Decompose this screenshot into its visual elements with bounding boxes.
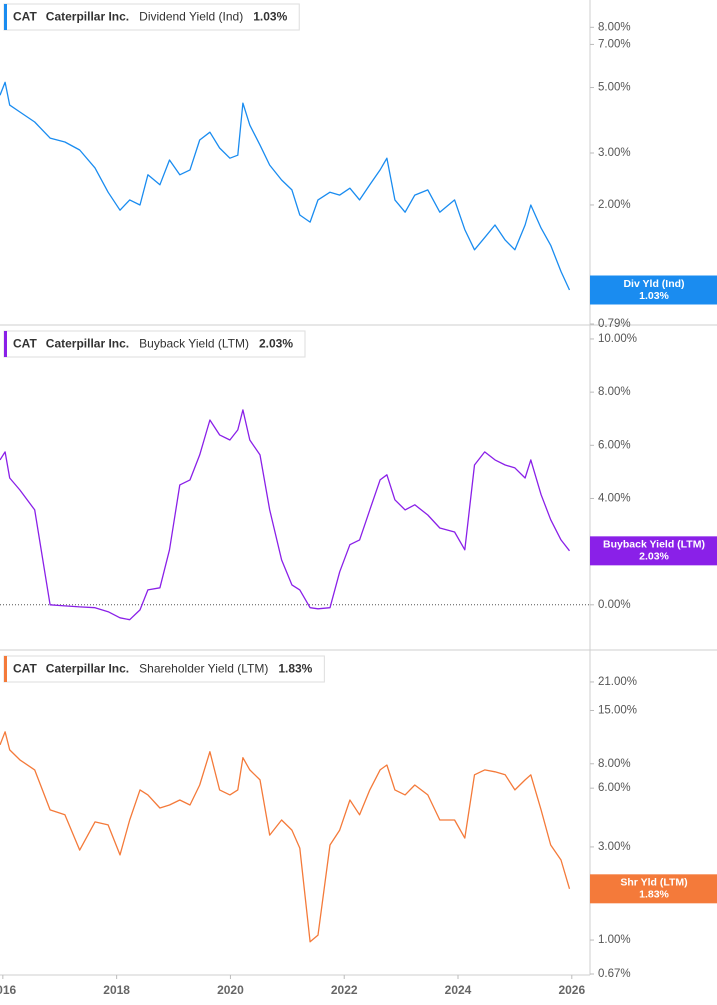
value-tag-label: Shr Yld (LTM) (620, 877, 687, 889)
x-tick-label: 2022 (331, 983, 358, 997)
y-tick-label: 5.00% (598, 82, 631, 94)
legend-metric: Buyback Yield (LTM) (139, 337, 249, 351)
value-tag-value: 1.03% (639, 290, 669, 302)
legend-company: Caterpillar Inc. (46, 10, 129, 24)
y-tick-label: 2.00% (598, 199, 631, 211)
data-line (0, 409, 571, 621)
legend-box (3, 3, 300, 31)
y-tick-label: 8.00% (598, 21, 631, 33)
y-tick-label: 8.00% (598, 758, 631, 770)
legend-metric: Dividend Yield (Ind) (139, 10, 243, 24)
legend-ticker: CAT (13, 662, 37, 676)
value-tag-value: 1.83% (639, 889, 669, 901)
legend-swatch (4, 4, 7, 30)
y-tick-label: 7.00% (598, 38, 631, 50)
y-tick-label: 3.00% (598, 841, 631, 853)
legend-swatch (4, 331, 7, 357)
legend-company: Caterpillar Inc. (46, 662, 129, 676)
y-tick-label: 3.00% (598, 147, 631, 159)
legend-box (3, 655, 325, 683)
legend-ticker: CAT (13, 337, 37, 351)
x-tick-label: 2018 (103, 983, 130, 997)
value-tag (590, 275, 717, 305)
y-tick-label: 6.00% (598, 439, 631, 451)
x-tick-label: 2020 (217, 983, 244, 997)
legend-box (3, 330, 306, 358)
legend-company: Caterpillar Inc. (46, 337, 129, 351)
legend: CAT Caterpillar Inc. Dividend Yield (Ind) 1… (3, 3, 300, 31)
legend: CAT Caterpillar Inc. Shareholder Yield (LT… (3, 655, 325, 683)
legend-value: 1.03% (253, 10, 287, 24)
y-tick-label: 0.67% (598, 968, 631, 980)
y-tick-label: 21.00% (598, 676, 637, 688)
data-line (0, 81, 571, 291)
legend-value: 1.83% (278, 662, 312, 676)
y-tick-label: 0.00% (598, 599, 631, 611)
y-tick-label: 4.00% (598, 493, 631, 505)
y-tick-label: 1.00% (598, 934, 631, 946)
value-tag-label: Div Yld (Ind) (623, 278, 684, 290)
y-tick-label: 6.00% (598, 782, 631, 794)
x-tick-label: 2024 (445, 983, 472, 997)
legend-metric: Shareholder Yield (LTM) (139, 662, 268, 676)
value-tag-value: 2.03% (639, 551, 669, 563)
value-tag (590, 874, 717, 904)
x-tick-label: 2026 (558, 983, 585, 997)
legend-swatch (4, 656, 7, 682)
value-tag-label: Buyback Yield (LTM) (603, 539, 705, 551)
y-tick-label: 15.00% (598, 705, 637, 717)
legend: CAT Caterpillar Inc. Buyback Yield (LTM) 2.… (3, 330, 306, 358)
y-tick-label: 0.79% (598, 318, 631, 330)
data-line (0, 731, 571, 943)
x-tick-label: 2016 (0, 983, 17, 997)
legend-ticker: CAT (13, 10, 37, 24)
y-tick-label: 8.00% (598, 386, 631, 398)
legend-value: 2.03% (259, 337, 293, 351)
y-tick-label: 10.00% (598, 333, 637, 345)
value-tag (590, 536, 717, 566)
